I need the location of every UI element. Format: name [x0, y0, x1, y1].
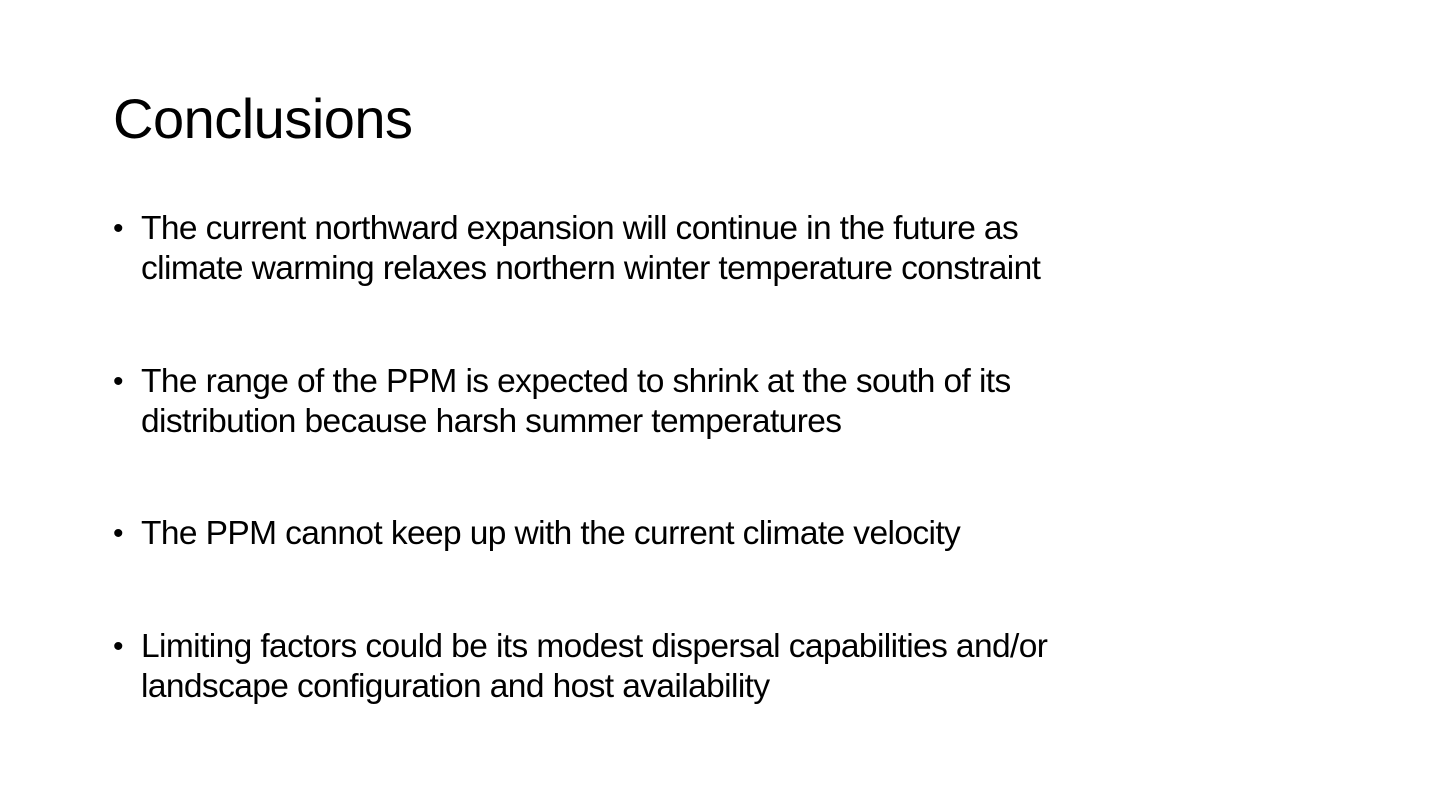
bullet-dot: •	[113, 212, 124, 245]
bullet-text-line: The range of the PPM is expected to shri…	[141, 363, 1011, 400]
bullet-item-4: • Limiting factors could be its modest d…	[113, 627, 1313, 707]
bullet-text-line: The current northward expansion will con…	[141, 210, 1019, 247]
bullet-dot: •	[113, 365, 124, 398]
slide-title: Conclusions	[113, 87, 413, 150]
bullet-item-2: • The range of the PPM is expected to sh…	[113, 362, 1313, 442]
bullet-dot: •	[113, 630, 124, 663]
bullet-item-3: • The PPM cannot keep up with the curren…	[113, 514, 1313, 554]
bullet-text-line: Limiting factors could be its modest dis…	[141, 628, 1048, 665]
bullet-text-line: climate warming relaxes northern winter …	[141, 250, 1041, 287]
bullet-text-line: distribution because harsh summer temper…	[141, 403, 842, 440]
bullet-item-1: • The current northward expansion will c…	[113, 209, 1313, 289]
bullet-text-line: landscape configuration and host availab…	[141, 668, 770, 705]
bullet-text-line: The PPM cannot keep up with the current …	[141, 515, 961, 552]
bullet-dot: •	[113, 517, 124, 550]
